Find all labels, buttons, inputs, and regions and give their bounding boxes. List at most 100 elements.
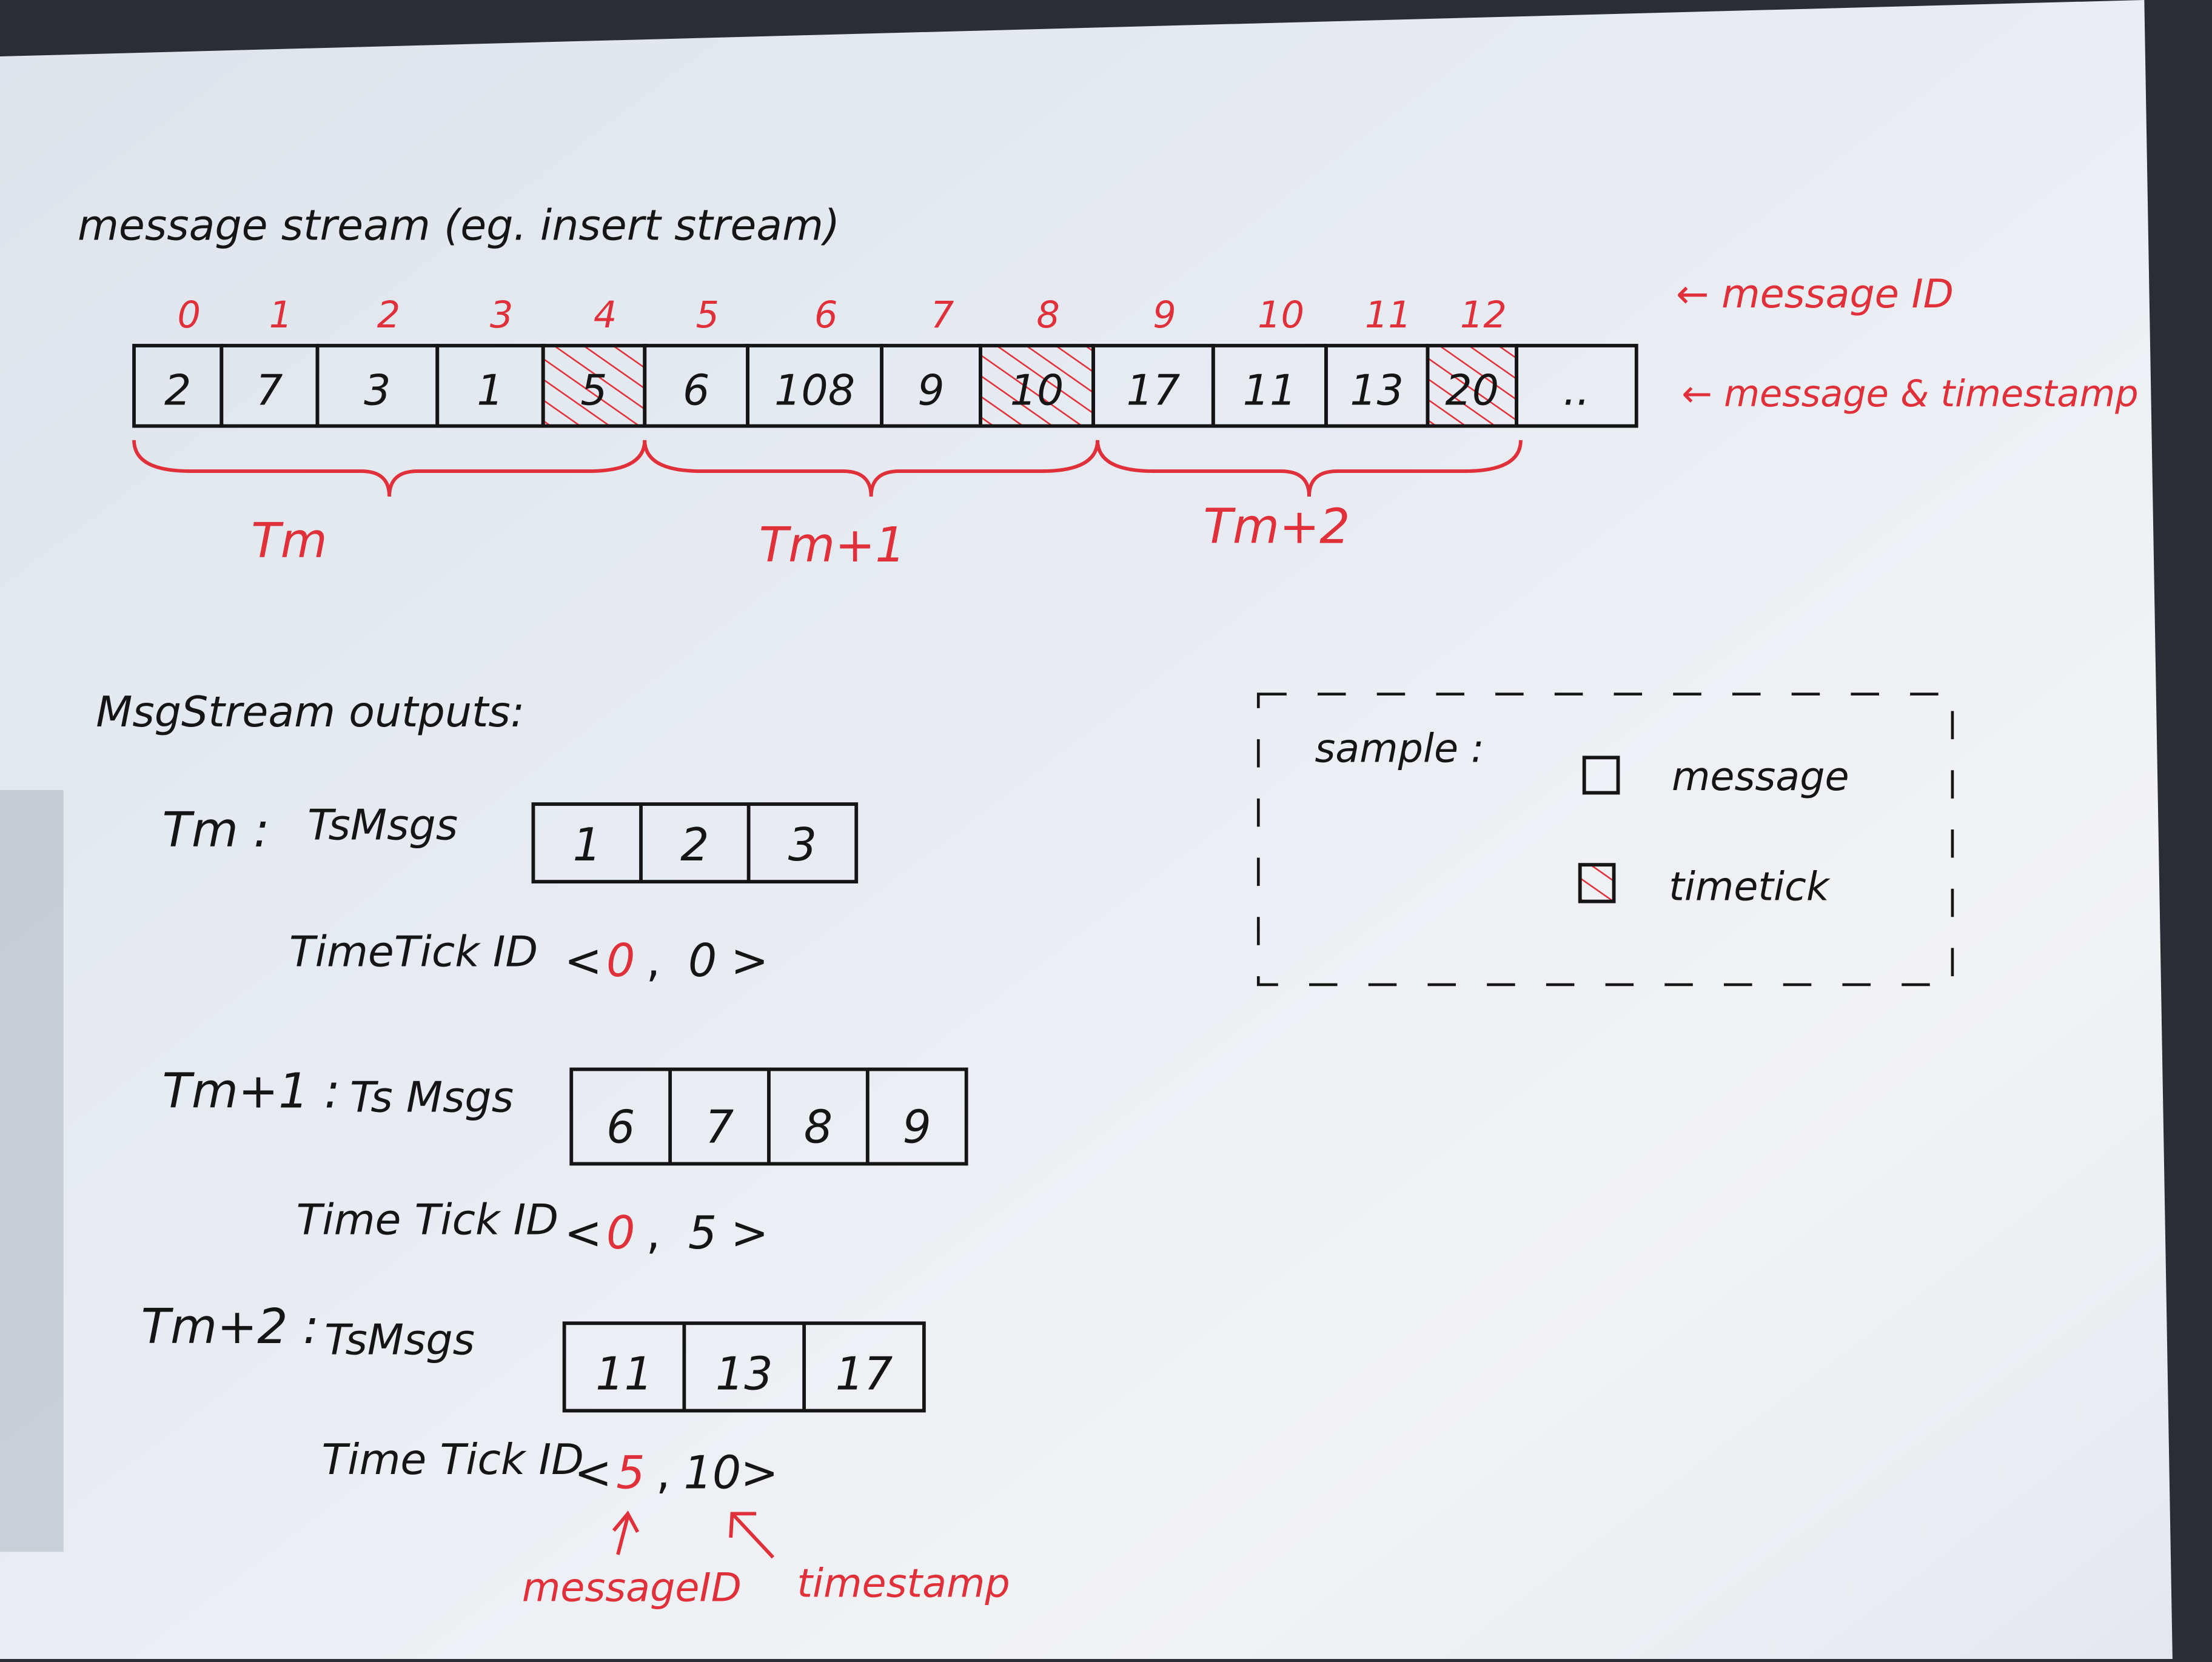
output-label: Tm+2 : bbox=[141, 1299, 320, 1355]
msg-value: 11 bbox=[595, 1348, 653, 1401]
tick-timestamp: 5 bbox=[688, 1207, 717, 1259]
legend: sample : message timetick bbox=[1256, 692, 1954, 987]
message-cell: 3 bbox=[315, 344, 440, 428]
cell-timestamp: 108 bbox=[774, 366, 855, 415]
group-label: Tm+2 bbox=[1204, 499, 1350, 555]
cell-timestamp: 7 bbox=[256, 366, 283, 415]
annotation-message-id: messageID bbox=[522, 1566, 742, 1611]
cell-timestamp: 3 bbox=[364, 366, 390, 415]
tick-open: < bbox=[565, 1207, 602, 1259]
cell-timestamp: 20 bbox=[1445, 366, 1499, 415]
message-id-label: 3 bbox=[490, 294, 513, 337]
message-id-label: 1 bbox=[269, 294, 292, 337]
cell-timestamp: 5 bbox=[580, 366, 607, 415]
msg-value: 9 bbox=[903, 1101, 931, 1153]
label-message-id: ← message ID bbox=[1676, 272, 1954, 317]
message-id-label: 2 bbox=[377, 294, 400, 337]
legend-title: sample : bbox=[1315, 726, 1484, 771]
msg-value: 2 bbox=[680, 819, 709, 871]
message-square-icon bbox=[1582, 756, 1620, 795]
msg-value: 7 bbox=[705, 1101, 734, 1153]
msg-value: 13 bbox=[716, 1348, 773, 1401]
brace bbox=[1096, 440, 1523, 497]
cell-box bbox=[979, 344, 1095, 428]
tick-message-id: 0 bbox=[606, 1207, 635, 1259]
time-groups: Tm Tm+1 Tm+2 bbox=[132, 440, 1523, 573]
message-id-label: 8 bbox=[1036, 294, 1059, 337]
tick-timestamp: 10 bbox=[684, 1446, 742, 1499]
annotation-timestamp: timestamp bbox=[797, 1561, 1010, 1607]
timetick-id-label: TimeTick ID bbox=[289, 928, 538, 977]
message-id-label: 6 bbox=[814, 294, 837, 337]
tick-close: > bbox=[740, 1446, 778, 1499]
legend-dashed-border bbox=[1256, 692, 1954, 987]
cell-timestamp: 13 bbox=[1350, 366, 1404, 415]
cell-timestamp: 9 bbox=[917, 366, 944, 415]
msgs-box bbox=[562, 1321, 926, 1413]
output-label: Tm : bbox=[163, 802, 270, 858]
message-id-label: 9 bbox=[1153, 294, 1176, 337]
cell-timestamp: 10 bbox=[1010, 366, 1064, 415]
tick-open: < bbox=[565, 934, 602, 987]
group-label: Tm+1 bbox=[759, 517, 906, 573]
message-id-label: 10 bbox=[1258, 294, 1304, 337]
tick-message-id: 5 bbox=[616, 1446, 645, 1499]
tick-separator: , bbox=[646, 934, 661, 987]
cell-timestamp: 2 bbox=[164, 366, 191, 415]
group-label: Tm bbox=[251, 513, 327, 569]
message-cell: .. bbox=[1515, 344, 1638, 428]
diagram-title: message stream (eg. insert stream) bbox=[78, 201, 840, 250]
timetick-cell: 5 bbox=[541, 344, 647, 428]
brace bbox=[132, 440, 647, 497]
tick-close: > bbox=[731, 934, 768, 987]
cell-timestamp: 11 bbox=[1242, 366, 1296, 415]
message-id-label: 4 bbox=[594, 294, 617, 337]
cell-timestamp: .. bbox=[1563, 366, 1590, 415]
message-id-label: 7 bbox=[931, 294, 954, 337]
timetick-id-label: Time Tick ID bbox=[297, 1196, 558, 1245]
msg-value: 17 bbox=[836, 1348, 893, 1401]
shadow bbox=[0, 789, 64, 1552]
msg-value: 6 bbox=[606, 1101, 635, 1153]
output-block: Tm+1 : Ts Msgs 6 7 8 9 Time Tick ID <0, 5 > bbox=[163, 1063, 968, 1259]
tick-close: > bbox=[731, 1207, 768, 1259]
label-message-timestamp: ← message & timestamp bbox=[1681, 373, 2138, 415]
cell-box bbox=[541, 344, 647, 428]
tick-separator: , bbox=[646, 1207, 661, 1259]
message-id-label: 0 bbox=[178, 294, 201, 337]
message-id-label: 12 bbox=[1460, 294, 1507, 337]
arrow-up-left-icon bbox=[729, 1512, 775, 1559]
timetick-hatched-square-icon bbox=[1578, 863, 1616, 903]
timetick-id-label: Time Tick ID bbox=[321, 1435, 583, 1484]
cell-timestamp: 17 bbox=[1127, 366, 1181, 415]
cell-timestamp: 6 bbox=[683, 366, 709, 415]
timetick-cell: 20 bbox=[1426, 344, 1518, 428]
msg-value: 3 bbox=[788, 819, 817, 871]
legend-timetick: timetick bbox=[1669, 864, 1831, 910]
msg-value: 1 bbox=[573, 819, 602, 871]
message-cell: 11 bbox=[1211, 344, 1328, 428]
tick-open: < bbox=[574, 1446, 612, 1499]
brace bbox=[643, 440, 1099, 497]
ts-msgs-label: TsMsgs bbox=[307, 800, 458, 849]
msgs-box bbox=[531, 802, 859, 883]
ts-msgs-label: TsMsgs bbox=[324, 1315, 475, 1364]
tick-timestamp: 0 bbox=[688, 934, 717, 987]
cell-box bbox=[1515, 344, 1638, 428]
ts-msgs-label: Ts Msgs bbox=[350, 1073, 514, 1122]
cell-timestamp: 1 bbox=[477, 366, 503, 415]
outputs-heading: MsgStream outputs: bbox=[96, 688, 525, 737]
msg-value: 8 bbox=[804, 1101, 833, 1153]
tick-separator: , bbox=[656, 1446, 671, 1499]
legend-message: message bbox=[1672, 754, 1849, 800]
arrow-up-icon bbox=[612, 1510, 640, 1555]
message-id-label: 11 bbox=[1365, 294, 1412, 337]
tick-message-id: 0 bbox=[606, 934, 635, 987]
output-label: Tm+1 : bbox=[163, 1063, 341, 1119]
output-block: Tm+2 : TsMsgs 11 13 17 Time Tick ID< 5, 10 > bbox=[141, 1299, 926, 1499]
